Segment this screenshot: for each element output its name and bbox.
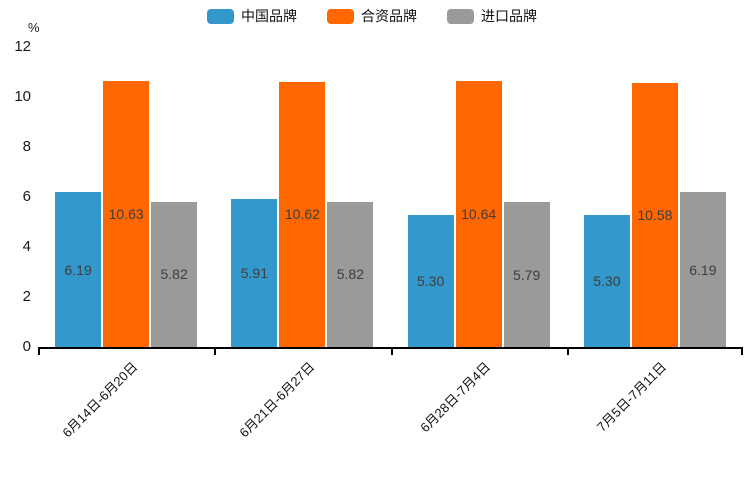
- x-category-label: 7月5日-7月11日: [594, 359, 670, 435]
- bar-value-label: 10.58: [637, 206, 673, 223]
- x-axis-tick: [38, 349, 40, 355]
- x-axis-tick: [390, 349, 393, 355]
- y-tick-label: 0: [22, 338, 31, 355]
- y-tick-label: 10: [14, 88, 31, 105]
- legend-swatch-icon: [327, 9, 354, 24]
- y-axis-unit-label: %: [28, 20, 40, 35]
- bar-group: 5.30 10.58 6.19: [583, 82, 726, 347]
- y-tick-label: 12: [14, 38, 31, 55]
- bar-value-label: 10.63: [108, 206, 144, 223]
- x-category-label: 6月14日-6月20日: [59, 359, 141, 441]
- bar-value-label: 5.82: [160, 266, 188, 283]
- bar-group: 5.91 10.62 5.82: [231, 81, 374, 347]
- legend: 中国品牌 合资品牌 进口品牌: [0, 9, 744, 24]
- x-axis-tick: [566, 349, 569, 355]
- bar: 10.63: [103, 81, 150, 347]
- legend-label: 合资品牌: [361, 8, 417, 24]
- bar-value-label: 5.79: [513, 266, 541, 283]
- y-tick-label: 6: [22, 188, 31, 205]
- bar: 5.91: [231, 199, 278, 347]
- bar: 10.64: [455, 81, 502, 347]
- bar: 5.82: [151, 201, 198, 347]
- bar: 5.82: [327, 201, 374, 347]
- bar: 5.30: [583, 214, 630, 347]
- x-axis-tick: [214, 349, 217, 355]
- plot-area: 6.19 10.63 5.82 5.91 10.62 5.82 5.30 10.64 5.79 5…: [38, 47, 743, 355]
- x-category-label: 6月21日-6月27日: [235, 359, 318, 441]
- legend-item-2[interactable]: 进口品牌: [447, 9, 537, 24]
- legend-swatch-icon: [447, 9, 474, 24]
- bar-value-label: 5.91: [240, 265, 268, 282]
- legend-swatch-icon: [207, 9, 234, 24]
- y-tick-label: 2: [22, 288, 31, 305]
- bar-value-label: 6.19: [689, 261, 717, 278]
- bar-value-label: 10.64: [461, 206, 497, 222]
- bar-group: 6.19 10.63 5.82: [55, 81, 198, 347]
- bar-value-label: 10.62: [284, 206, 320, 223]
- legend-label: 进口品牌: [481, 8, 537, 24]
- bar-group: 5.30 10.64 5.79: [407, 81, 550, 347]
- bar: 10.62: [279, 81, 326, 347]
- bar: 10.58: [631, 82, 678, 347]
- bar-value-label: 5.30: [417, 272, 445, 289]
- bar-value-label: 5.30: [593, 272, 621, 289]
- bar: 5.30: [407, 214, 454, 347]
- bar-value-label: 5.82: [336, 266, 364, 283]
- legend-label: 中国品牌: [241, 8, 297, 24]
- bar: 6.19: [679, 192, 726, 347]
- x-category-label: 6月28日-7月4日: [417, 359, 494, 436]
- y-tick-label: 8: [22, 138, 31, 155]
- x-axis-tick: [741, 349, 743, 355]
- bar: 6.19: [55, 192, 102, 347]
- bar-value-label: 6.19: [64, 261, 92, 278]
- bar: 5.79: [503, 202, 550, 347]
- legend-item-1[interactable]: 合资品牌: [327, 9, 417, 24]
- y-tick-label: 4: [22, 238, 31, 255]
- legend-item-0[interactable]: 中国品牌: [207, 9, 297, 24]
